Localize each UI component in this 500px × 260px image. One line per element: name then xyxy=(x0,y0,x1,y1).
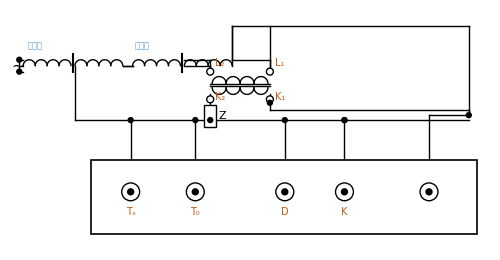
Circle shape xyxy=(128,118,133,122)
Circle shape xyxy=(342,118,347,122)
Circle shape xyxy=(282,118,288,122)
Bar xyxy=(91,160,476,234)
Circle shape xyxy=(17,69,22,74)
Circle shape xyxy=(342,189,347,195)
Text: D: D xyxy=(281,207,288,217)
Circle shape xyxy=(268,100,272,105)
Text: L₁: L₁ xyxy=(275,58,284,68)
Circle shape xyxy=(266,68,274,75)
Text: T₀: T₀ xyxy=(190,207,200,217)
Circle shape xyxy=(208,118,212,122)
Text: 调压器: 调压器 xyxy=(27,41,42,50)
Bar xyxy=(204,105,216,127)
Circle shape xyxy=(426,189,432,195)
Circle shape xyxy=(17,57,22,62)
Text: 升流器: 升流器 xyxy=(134,41,150,50)
Circle shape xyxy=(420,183,438,201)
Circle shape xyxy=(336,183,353,201)
Text: ~: ~ xyxy=(12,58,24,73)
Text: K: K xyxy=(342,207,347,217)
Circle shape xyxy=(206,96,214,103)
Circle shape xyxy=(206,68,214,75)
Circle shape xyxy=(276,183,294,201)
Circle shape xyxy=(192,189,198,195)
Text: L₂: L₂ xyxy=(215,58,224,68)
Text: K₂: K₂ xyxy=(215,92,226,102)
Circle shape xyxy=(342,118,347,122)
Text: Tₓ: Tₓ xyxy=(126,207,136,217)
Text: K₁: K₁ xyxy=(275,92,285,102)
Circle shape xyxy=(128,189,134,195)
Text: Z: Z xyxy=(218,111,226,121)
Circle shape xyxy=(466,113,471,118)
Circle shape xyxy=(186,183,204,201)
Circle shape xyxy=(193,118,198,122)
Circle shape xyxy=(266,96,274,103)
Circle shape xyxy=(122,183,140,201)
Circle shape xyxy=(282,189,288,195)
